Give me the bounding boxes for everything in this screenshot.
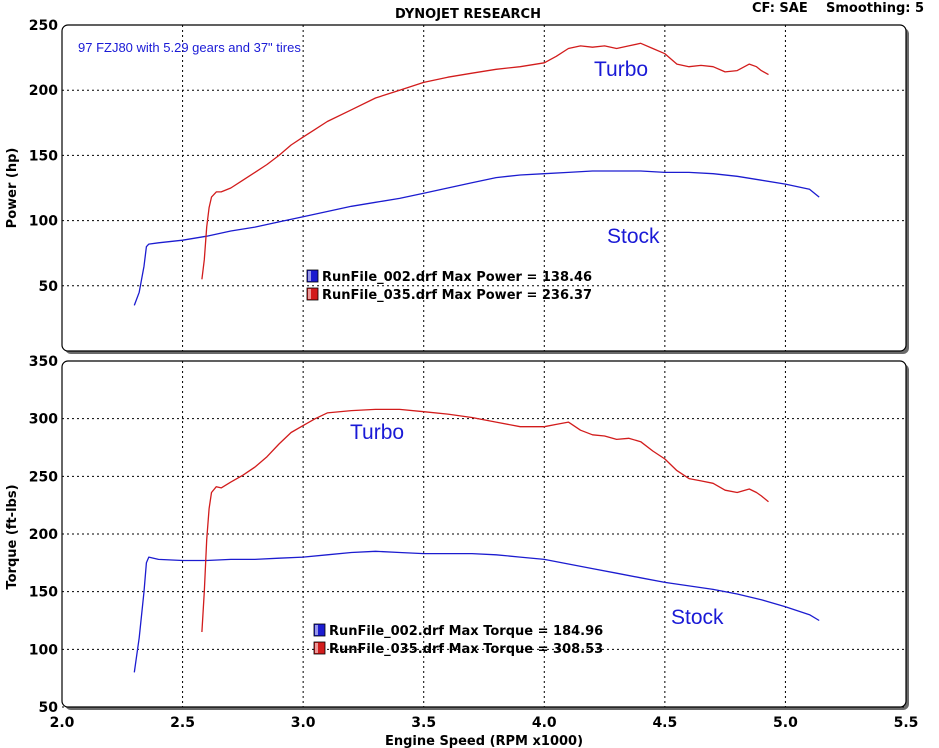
torque-y-axis-label: Torque (ft-lbs) — [5, 484, 20, 589]
torque-y-tick-label: 200 — [29, 527, 58, 543]
power-y-tick-label: 250 — [29, 18, 58, 34]
legend-swatch-highlight — [308, 271, 311, 281]
torque-legend-entry-turbo: RunFile_035.drf Max Torque = 308.53 — [329, 642, 603, 657]
power-y-axis-label: Power (hp) — [5, 148, 20, 229]
torque-y-tick-label: 100 — [29, 642, 58, 658]
power-stock-annotation: Stock — [607, 225, 660, 248]
power-stock-series-line — [133, 170, 820, 306]
legend-swatch-stock — [306, 269, 319, 283]
x-tick-label: 2.5 — [170, 715, 195, 731]
correction-factor-label: CF: SAE — [752, 1, 808, 16]
power-subtitle: 97 FZJ80 with 5.29 gears and 37" tires — [78, 40, 301, 55]
torque-y-tick-label: 300 — [29, 412, 58, 428]
smoothing-label: Smoothing: 5 — [826, 1, 924, 16]
power-legend-entry-turbo: RunFile_035.drf Max Power = 236.37 — [322, 288, 592, 303]
power-turbo-series-line — [201, 42, 769, 280]
chart-header-title: DYNOJET RESEARCH — [395, 7, 541, 22]
x-tick-label: 3.5 — [411, 715, 436, 731]
power-panel: 50 100 150 200 250 97 FZJ80 with 5.29 gears a… — [29, 18, 909, 354]
torque-panel: 2.0 2.5 3.0 3.5 4.0 4.5 5.0 5.5 50 100 150 200 250 30… — [29, 354, 919, 731]
legend-swatch-turbo — [306, 287, 319, 301]
x-tick-label: 4.5 — [652, 715, 677, 731]
power-y-tick-label: 50 — [39, 279, 59, 295]
power-turbo-annotation: Turbo — [594, 58, 648, 81]
x-tick-label: 5.0 — [773, 715, 798, 731]
power-plot-area — [61, 24, 907, 352]
torque-y-tick-label: 350 — [29, 354, 58, 370]
legend-swatch-highlight — [315, 625, 318, 635]
torque-turbo-series-line — [201, 408, 769, 633]
legend-swatch-stock — [313, 623, 326, 637]
power-y-tick-label: 200 — [29, 83, 58, 99]
torque-y-tick-label: 50 — [39, 700, 59, 716]
power-legend-entry-stock: RunFile_002.drf Max Power = 138.46 — [322, 270, 592, 285]
legend-swatch-highlight — [315, 643, 318, 653]
power-y-tick-label: 150 — [29, 148, 58, 164]
torque-y-tick-label: 150 — [29, 585, 58, 601]
legend-swatch-turbo — [313, 641, 326, 655]
x-tick-label: 3.0 — [291, 715, 316, 731]
legend-swatch-highlight — [308, 289, 311, 299]
x-tick-label: 2.0 — [50, 715, 75, 731]
torque-legend-entry-stock: RunFile_002.drf Max Torque = 184.96 — [329, 624, 603, 639]
torque-stock-series-line — [133, 550, 820, 673]
x-axis-label: Engine Speed (RPM x1000) — [385, 734, 583, 748]
torque-turbo-annotation: Turbo — [350, 421, 404, 444]
torque-stock-annotation: Stock — [671, 606, 724, 629]
x-tick-label: 5.5 — [894, 715, 919, 731]
torque-y-tick-label: 250 — [29, 469, 58, 485]
power-y-tick-label: 100 — [29, 214, 58, 230]
x-tick-label: 4.0 — [532, 715, 557, 731]
